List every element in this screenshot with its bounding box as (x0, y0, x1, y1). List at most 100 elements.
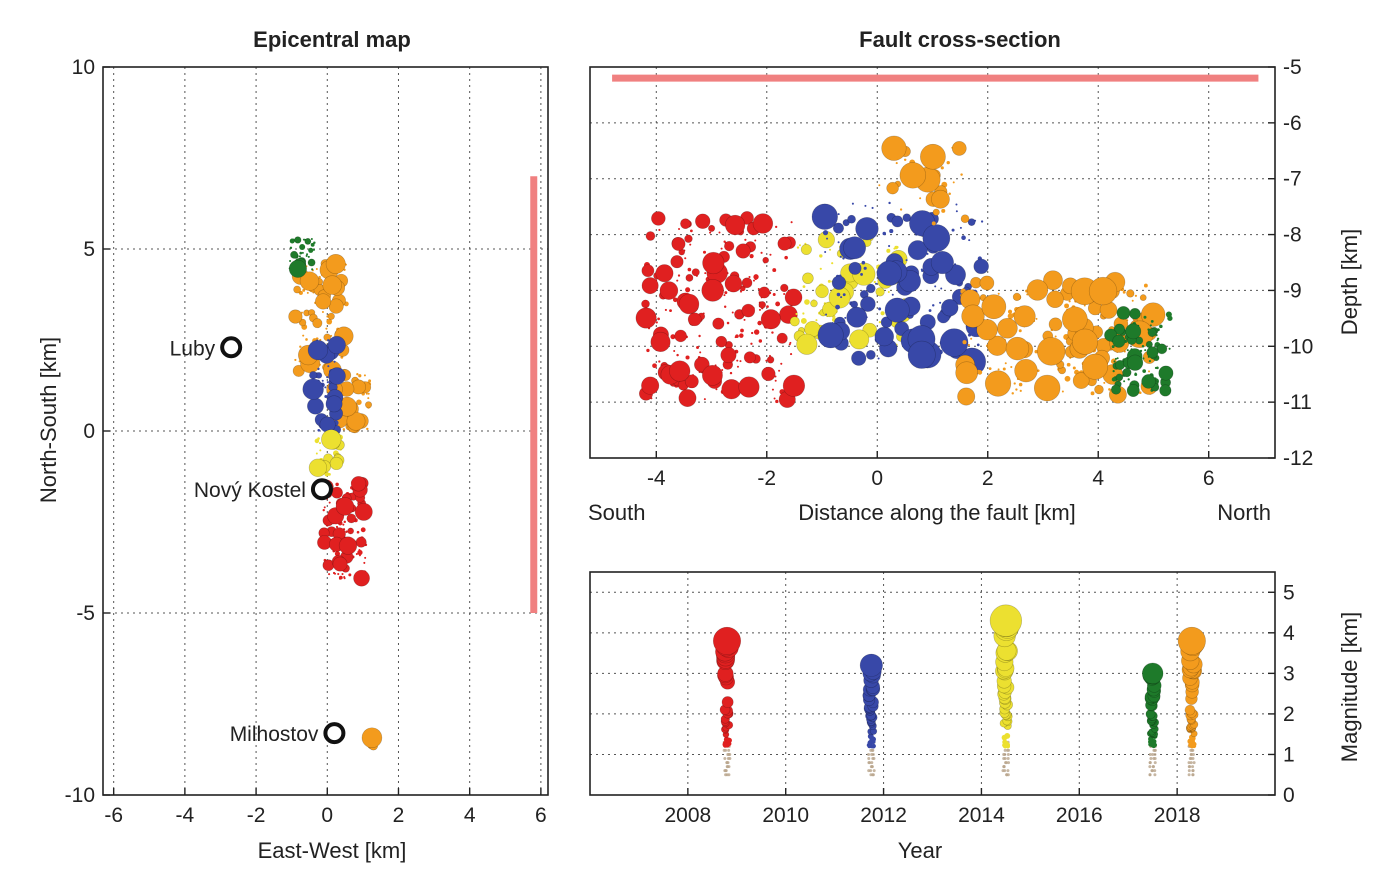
map-ytick-label: -5 (76, 602, 95, 625)
map-xtick-label: -2 (247, 804, 266, 827)
map-point-2008 (354, 502, 373, 521)
section-point-2008 (750, 342, 753, 345)
section-point-2008 (635, 307, 657, 329)
section-point-2018 (931, 189, 950, 209)
section-point-2008 (718, 231, 721, 234)
section-ytick-label: -8 (1283, 224, 1302, 247)
section-point-2017 (1111, 345, 1115, 349)
section-point-2018 (1026, 279, 1049, 301)
section-point-2018 (1036, 369, 1040, 373)
section-point-2011 (921, 269, 924, 273)
section-point-2008 (684, 257, 687, 260)
map-point-2008 (338, 575, 343, 580)
section-point-2018 (1081, 353, 1109, 380)
section-point-2018 (1013, 382, 1016, 385)
section-point-2011 (891, 215, 904, 228)
map-title: Epicentral map (253, 27, 411, 52)
section-point-2008 (709, 231, 712, 234)
section-point-2008 (674, 329, 687, 343)
section-point-2008 (752, 279, 755, 282)
section-point-2011 (861, 260, 866, 265)
section-point-2014 (887, 291, 890, 294)
section-point-2008 (691, 268, 700, 277)
magnitude-point-2017 (1153, 752, 1157, 756)
map-points (288, 236, 383, 751)
section-point-2008 (729, 371, 733, 375)
map-point-2008 (356, 530, 360, 534)
section-point-2011 (976, 343, 980, 347)
map-xtick-label: -4 (176, 804, 195, 827)
section-point-2011 (824, 250, 827, 253)
section-point-2018 (960, 173, 963, 176)
section-point-2017 (1126, 384, 1140, 398)
map-point-2018 (326, 318, 333, 325)
magnitude-point-2008 (727, 752, 731, 756)
section-point-2011 (835, 304, 840, 310)
magnitude-point-2014 (1004, 732, 1011, 739)
section-point-2018 (1007, 309, 1013, 314)
section-point-2008 (757, 320, 762, 326)
section-point-2014 (789, 316, 800, 327)
section-point-2018 (1033, 374, 1061, 402)
section-point-2011 (822, 230, 829, 236)
magnitude-point-2017 (1153, 769, 1157, 773)
magnitude-point-2017 (1148, 765, 1152, 769)
section-point-2014 (831, 262, 834, 265)
section-point-2011 (865, 350, 876, 360)
magnitude-point-2017 (1153, 748, 1157, 752)
section-point-2008 (708, 224, 716, 232)
section-point-2017 (1113, 360, 1116, 363)
section-point-2008 (760, 309, 781, 330)
magnitude-point-2011 (867, 752, 871, 756)
map-point-2008 (343, 576, 346, 579)
map-point-2011 (307, 339, 329, 361)
section-point-2008 (684, 234, 693, 243)
section-point-2018 (1043, 270, 1063, 291)
map-point-2011 (327, 339, 330, 342)
section-ytick-label: -11 (1283, 391, 1312, 414)
section-point-2018 (1007, 313, 1014, 320)
map-point-2011 (326, 381, 329, 384)
section-point-2018 (1139, 294, 1147, 302)
magnitude-point-2014 (1007, 748, 1011, 752)
magnitude-point-2017 (1152, 757, 1156, 761)
section-point-2018 (1140, 302, 1166, 327)
section-ytick-label: -9 (1283, 279, 1302, 302)
map-point-2018 (306, 291, 309, 294)
section-ytick-label: -12 (1283, 447, 1313, 470)
map-point-2018 (346, 411, 366, 431)
section-point-2018 (1005, 336, 1030, 361)
map-point-2011 (317, 367, 320, 371)
section-point-2011 (973, 258, 989, 275)
section-point-2008 (753, 274, 759, 280)
section-point-2017 (1142, 357, 1145, 360)
magnitude-point-2011 (871, 743, 876, 749)
section-point-2011 (959, 226, 962, 229)
map-point-2008 (335, 525, 339, 529)
section-ytick-label: -5 (1283, 56, 1302, 79)
magnitude-point-2017 (1151, 752, 1155, 756)
magnitude-point-2011 (869, 769, 873, 773)
section-point-2014 (819, 254, 823, 258)
magnitude-point-2014 (1006, 769, 1010, 773)
section-point-2008 (645, 231, 656, 241)
section-ytick-label: -6 (1283, 112, 1302, 135)
section-point-2011 (876, 260, 902, 286)
section-point-2014 (829, 248, 832, 251)
section-point-2018 (1068, 300, 1071, 303)
magnitude-grid (590, 572, 1275, 796)
magnitude-point-2018 (1188, 742, 1193, 748)
section-point-2008 (657, 317, 660, 321)
section-point-2008 (685, 287, 691, 293)
section-point-2008 (772, 268, 777, 272)
map-point-2018 (299, 271, 320, 291)
magnitude-point-2018 (1184, 704, 1196, 716)
magnitude-frame (589, 571, 1276, 796)
map-point-2017 (311, 268, 314, 271)
section-point-2018 (948, 192, 951, 196)
map-point-2018 (365, 401, 373, 409)
section-point-2018 (1064, 375, 1071, 382)
section-point-2011 (928, 309, 932, 312)
section-point-2008 (685, 355, 690, 360)
section-point-2017 (1116, 357, 1119, 360)
